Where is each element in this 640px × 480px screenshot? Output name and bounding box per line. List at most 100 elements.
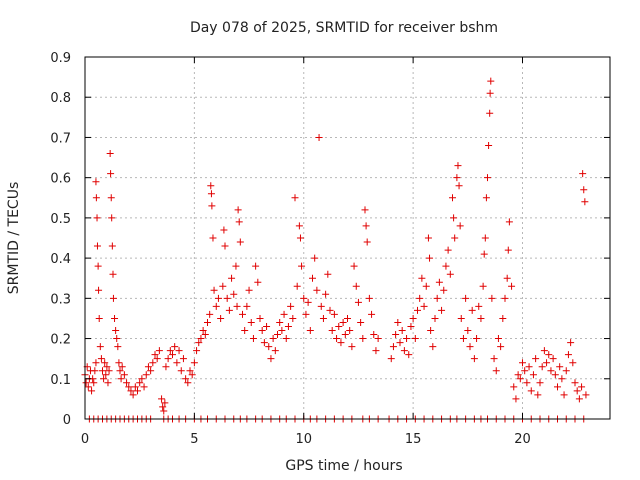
data-point (569, 359, 577, 367)
data-point (97, 355, 105, 363)
data-point (220, 226, 228, 234)
data-point (405, 351, 413, 359)
data-point (400, 347, 408, 355)
data-point (322, 290, 330, 298)
data-point (236, 238, 244, 246)
data-point (269, 335, 277, 343)
data-point (468, 306, 476, 314)
x-tick-label: 5 (190, 432, 198, 447)
data-point (573, 387, 581, 395)
data-point (540, 347, 548, 355)
y-tick-label: 0.2 (50, 333, 71, 348)
data-point (374, 335, 382, 343)
data-point (93, 242, 101, 250)
data-point (357, 318, 365, 326)
data-point (166, 347, 174, 355)
data-point (186, 367, 194, 375)
data-point (361, 206, 369, 214)
y-tick-label: 0 (63, 413, 71, 428)
data-point (473, 335, 481, 343)
data-point (209, 234, 217, 242)
data-point (158, 395, 166, 403)
data-point (99, 367, 106, 375)
data-point (560, 391, 568, 399)
data-point (362, 222, 370, 230)
data-point (107, 170, 115, 178)
data-point (457, 314, 465, 322)
data-point (538, 363, 546, 371)
data-point (512, 395, 520, 403)
data-point (350, 262, 358, 270)
data-point (365, 294, 373, 302)
data-point (84, 383, 92, 391)
data-point (490, 355, 498, 363)
data-point (120, 371, 128, 379)
data-point (429, 343, 437, 351)
data-point (317, 302, 325, 310)
axis-ticks: 0 0.1 0.2 0.3 0.4 0.5 0.6 0.7 0.8 0.9 0 5 10 15 20 (50, 51, 610, 447)
data-point (352, 282, 360, 290)
data-point (169, 351, 176, 359)
data-point (523, 379, 531, 387)
data-point (579, 170, 587, 178)
data-point (504, 246, 512, 254)
data-point (241, 327, 249, 335)
data-point (424, 234, 432, 242)
y-axis-label: SRMTID / TECUs (6, 182, 22, 295)
data-point (488, 294, 496, 302)
data-point (313, 286, 321, 294)
y-tick-label: 0.3 (50, 292, 71, 307)
data-point (265, 343, 273, 351)
data-point (106, 150, 114, 158)
data-point (95, 286, 103, 294)
data-point (556, 363, 564, 371)
data-point (422, 282, 430, 290)
data-point (414, 306, 421, 314)
data-point (416, 294, 424, 302)
data-point (571, 379, 579, 387)
data-point (280, 310, 288, 318)
data-point (116, 367, 124, 375)
data-point (258, 327, 266, 335)
data-point (105, 367, 113, 375)
data-point (234, 206, 242, 214)
data-point (140, 383, 148, 391)
data-point (564, 351, 572, 359)
data-point (462, 294, 470, 302)
data-point (372, 347, 380, 355)
data-point (536, 379, 544, 387)
data-point (155, 347, 163, 355)
data-point (263, 322, 271, 330)
data-point (162, 363, 170, 371)
data-point (494, 335, 502, 343)
data-point (464, 327, 472, 335)
data-point (199, 327, 207, 335)
data-point (219, 282, 227, 290)
data-point (160, 407, 168, 415)
data-point (454, 162, 462, 170)
data-point (341, 331, 349, 339)
data-point (93, 214, 101, 222)
data-point (407, 322, 415, 330)
data-point (117, 375, 125, 383)
data-point (505, 218, 513, 226)
data-point (100, 375, 108, 383)
data-point (486, 109, 494, 117)
data-point (497, 343, 505, 351)
data-point (271, 347, 279, 355)
data-point (344, 314, 351, 322)
data-point (276, 318, 284, 326)
data-point (418, 274, 426, 282)
data-point (223, 294, 231, 302)
data-point (111, 314, 119, 322)
data-point (206, 310, 214, 318)
data-point (521, 367, 529, 375)
data-point (296, 234, 304, 242)
data-point (118, 363, 126, 371)
data-point (516, 375, 524, 383)
data-point (201, 331, 209, 339)
data-point (433, 294, 441, 302)
data-point (562, 367, 570, 375)
data-point (403, 335, 411, 343)
data-point (580, 186, 588, 194)
